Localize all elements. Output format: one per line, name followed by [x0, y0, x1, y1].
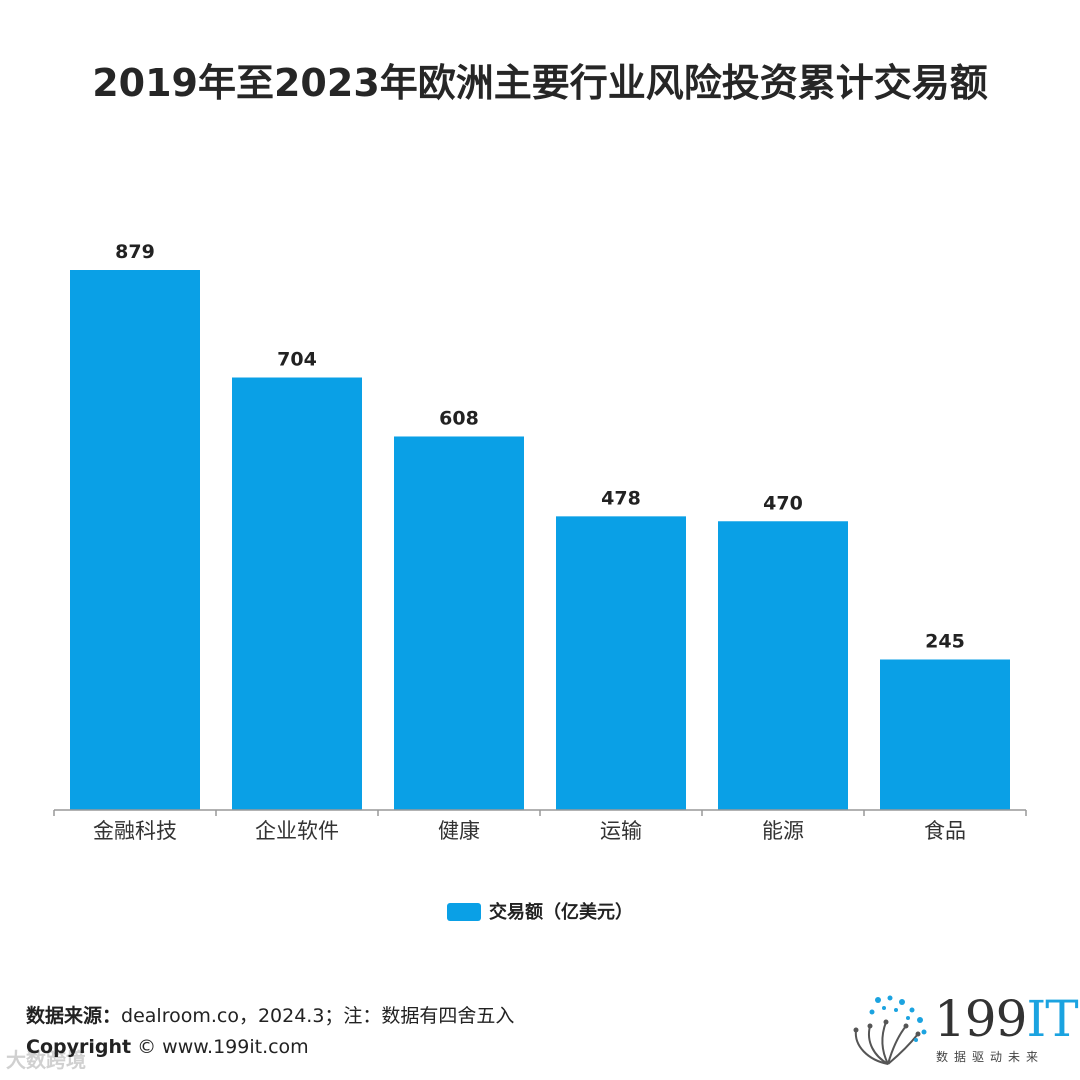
- watermark-text: 大数跨境: [6, 1048, 86, 1072]
- bar-4: [718, 521, 848, 810]
- value-label-4: 470: [763, 492, 803, 514]
- category-label-2: 健康: [438, 819, 480, 843]
- source-label: 数据来源：: [26, 1005, 122, 1027]
- value-label-3: 478: [601, 487, 641, 509]
- logo-199it: 199IT 数据驱动未来: [848, 990, 1079, 1070]
- data-source: 数据来源：dealroom.co，2024.3；注：数据有四舍五入: [26, 1001, 514, 1028]
- category-label-5: 食品: [924, 819, 966, 843]
- value-label-1: 704: [277, 349, 317, 371]
- value-label-0: 879: [115, 241, 155, 263]
- category-label-4: 能源: [762, 819, 804, 843]
- logo-subtitle: 数据驱动未来: [936, 1050, 1045, 1064]
- legend-swatch: [447, 903, 481, 921]
- copyright: Copyright © www.199it.com: [26, 1036, 309, 1058]
- category-label-1: 企业软件: [255, 819, 339, 843]
- value-label-2: 608: [439, 407, 479, 429]
- legend-label: 交易额（亿美元）: [489, 902, 633, 923]
- category-label-0: 金融科技: [93, 819, 177, 843]
- copyright-label: Copyright: [26, 1036, 132, 1058]
- logo-burst-icon: [853, 995, 927, 1065]
- value-label-5: 245: [925, 630, 965, 652]
- bar-5: [880, 659, 1010, 810]
- bar-0: [70, 270, 200, 810]
- bar-3: [556, 516, 686, 810]
- category-label-3: 运输: [600, 819, 642, 843]
- bar-2: [394, 436, 524, 810]
- logo-text: 199IT: [934, 990, 1079, 1048]
- source-text: dealroom.co，2024.3；注：数据有四舍五入: [121, 1005, 515, 1027]
- bar-1: [232, 377, 362, 810]
- bar-chart: 879 金融科技 704 企业软件 608 健康 478 运输 470 能源 245 食品: [53, 241, 1027, 843]
- copyright-text: © www.199it.com: [137, 1036, 309, 1058]
- chart-title: 2019年至2023年欧洲主要行业风险投资累计交易额: [92, 61, 988, 105]
- legend: 交易额（亿美元）: [0, 898, 1080, 924]
